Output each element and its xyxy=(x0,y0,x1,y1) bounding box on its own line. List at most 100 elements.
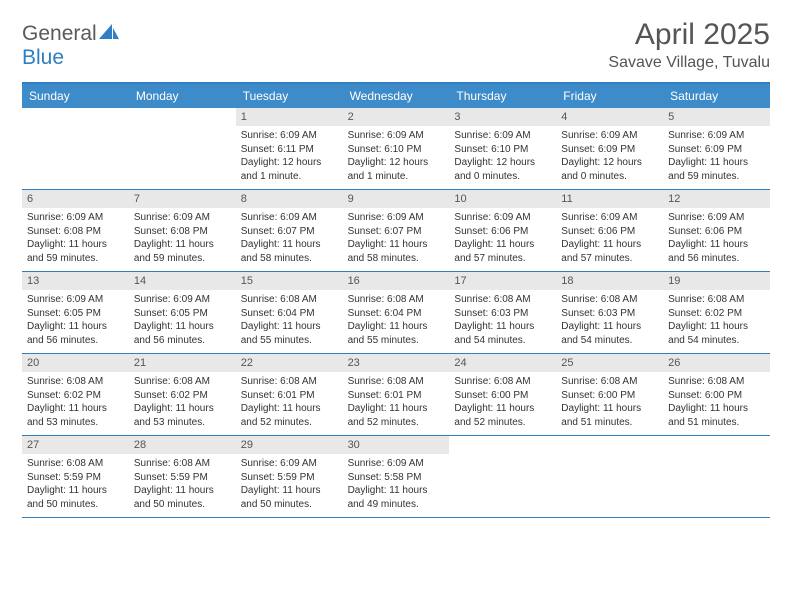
sun-info: Sunrise: 6:09 AMSunset: 6:10 PMDaylight:… xyxy=(346,129,447,183)
sun-info: Sunrise: 6:09 AMSunset: 5:59 PMDaylight:… xyxy=(239,457,340,511)
day-number: 16 xyxy=(343,272,450,290)
day-number: 12 xyxy=(663,190,770,208)
day-number: 4 xyxy=(556,108,663,126)
sun-info: Sunrise: 6:08 AMSunset: 6:02 PMDaylight:… xyxy=(666,293,767,347)
brand-logo: GeneralBlue xyxy=(22,22,119,70)
day-cell: 19Sunrise: 6:08 AMSunset: 6:02 PMDayligh… xyxy=(663,272,770,353)
day-cell: 8Sunrise: 6:09 AMSunset: 6:07 PMDaylight… xyxy=(236,190,343,271)
day-head-friday: Friday xyxy=(556,84,663,108)
sun-info: Sunrise: 6:09 AMSunset: 6:05 PMDaylight:… xyxy=(132,293,233,347)
day-number: 25 xyxy=(556,354,663,372)
sun-info: Sunrise: 6:09 AMSunset: 6:10 PMDaylight:… xyxy=(452,129,553,183)
sun-info: Sunrise: 6:08 AMSunset: 6:03 PMDaylight:… xyxy=(559,293,660,347)
day-number: 15 xyxy=(236,272,343,290)
day-cell: 23 Sunrise: 6:08 AMSunset: 6:01 PMDayligh… xyxy=(343,354,450,435)
sun-info: Sunrise: 6:09 AMSunset: 6:07 PMDaylight:… xyxy=(346,211,447,265)
day-cell: 16 Sunrise: 6:08 AMSunset: 6:04 PMDayligh… xyxy=(343,272,450,353)
day-cell: 18 Sunrise: 6:08 AMSunset: 6:03 PMDayligh… xyxy=(556,272,663,353)
brand-blue: Blue xyxy=(22,46,64,69)
sun-info: Sunrise: 6:08 AMSunset: 5:59 PMDaylight:… xyxy=(132,457,233,511)
day-cell: 3Sunrise: 6:09 AMSunset: 6:10 PMDaylight… xyxy=(449,108,556,189)
day-cell: 15Sunrise: 6:08 AMSunset: 6:04 PMDayligh… xyxy=(236,272,343,353)
day-cell: 28Sunrise: 6:08 AMSunset: 5:59 PMDayligh… xyxy=(129,436,236,517)
day-number: 23 xyxy=(343,354,450,372)
day-cell: 29 Sunrise: 6:09 AMSunset: 5:59 PMDayligh… xyxy=(236,436,343,517)
sun-info: Sunrise: 6:08 AMSunset: 6:01 PMDaylight:… xyxy=(346,375,447,429)
day-cell: 14 Sunrise: 6:09 AMSunset: 6:05 PMDayligh… xyxy=(129,272,236,353)
day-number: 1 xyxy=(236,108,343,126)
day-number: 27 xyxy=(22,436,129,454)
day-head-wednesday: Wednesday xyxy=(343,84,450,108)
day-cell: 27 Sunrise: 6:08 AMSunset: 5:59 PMDayligh… xyxy=(22,436,129,517)
calendar: Sunday Monday Tuesday Wednesday Thursday… xyxy=(22,82,770,518)
day-number: 18 xyxy=(556,272,663,290)
day-number: 26 xyxy=(663,354,770,372)
day-head-monday: Monday xyxy=(129,84,236,108)
day-number: 14 xyxy=(129,272,236,290)
day-number: 30 xyxy=(343,436,450,454)
day-number: 9 xyxy=(343,190,450,208)
sun-info: Sunrise: 6:09 AMSunset: 6:08 PMDaylight:… xyxy=(132,211,233,265)
day-number: 20 xyxy=(22,354,129,372)
week-row: 6Sunrise: 6:09 AMSunset: 6:08 PMDaylight… xyxy=(22,190,770,272)
day-number: 29 xyxy=(236,436,343,454)
day-number: 13 xyxy=(22,272,129,290)
day-cell: 20 Sunrise: 6:08 AMSunset: 6:02 PMDayligh… xyxy=(22,354,129,435)
sun-info: Sunrise: 6:08 AMSunset: 5:59 PMDaylight:… xyxy=(25,457,126,511)
sun-info: Sunrise: 6:09 AMSunset: 6:09 PMDaylight:… xyxy=(666,129,767,183)
day-cell xyxy=(556,436,663,517)
day-cell: 21 Sunrise: 6:08 AMSunset: 6:02 PMDayligh… xyxy=(129,354,236,435)
day-cell: 11 Sunrise: 6:09 AMSunset: 6:06 PMDayligh… xyxy=(556,190,663,271)
day-cell: 6Sunrise: 6:09 AMSunset: 6:08 PMDaylight… xyxy=(22,190,129,271)
calendar-page: GeneralBlue April 2025 Savave Village, T… xyxy=(0,0,792,518)
calendar-body: 1Sunrise: 6:09 AMSunset: 6:11 PMDaylight… xyxy=(22,108,770,518)
day-number: 21 xyxy=(129,354,236,372)
sun-info: Sunrise: 6:08 AMSunset: 6:00 PMDaylight:… xyxy=(666,375,767,429)
day-cell: 22Sunrise: 6:08 AMSunset: 6:01 PMDayligh… xyxy=(236,354,343,435)
sun-info: Sunrise: 6:09 AMSunset: 6:09 PMDaylight:… xyxy=(559,129,660,183)
day-cell: 2 Sunrise: 6:09 AMSunset: 6:10 PMDaylight… xyxy=(343,108,450,189)
title-block: April 2025 Savave Village, Tuvalu xyxy=(608,18,770,72)
day-cell xyxy=(129,108,236,189)
day-number: 10 xyxy=(449,190,556,208)
location: Savave Village, Tuvalu xyxy=(608,54,770,72)
sun-info: Sunrise: 6:08 AMSunset: 6:02 PMDaylight:… xyxy=(132,375,233,429)
day-cell xyxy=(663,436,770,517)
sun-info: Sunrise: 6:09 AMSunset: 6:06 PMDaylight:… xyxy=(666,211,767,265)
day-number: 5 xyxy=(663,108,770,126)
day-number: 24 xyxy=(449,354,556,372)
brand-text: GeneralBlue xyxy=(22,22,119,70)
day-cell: 10Sunrise: 6:09 AMSunset: 6:06 PMDayligh… xyxy=(449,190,556,271)
day-head-sunday: Sunday xyxy=(22,84,129,108)
day-head-thursday: Thursday xyxy=(449,84,556,108)
day-cell: 7Sunrise: 6:09 AMSunset: 6:08 PMDaylight… xyxy=(129,190,236,271)
sun-info: Sunrise: 6:08 AMSunset: 6:03 PMDaylight:… xyxy=(452,293,553,347)
day-number: 8 xyxy=(236,190,343,208)
sun-info: Sunrise: 6:09 AMSunset: 6:06 PMDaylight:… xyxy=(559,211,660,265)
sun-info: Sunrise: 6:08 AMSunset: 6:02 PMDaylight:… xyxy=(25,375,126,429)
day-cell xyxy=(449,436,556,517)
day-number: 17 xyxy=(449,272,556,290)
sun-info: Sunrise: 6:08 AMSunset: 6:00 PMDaylight:… xyxy=(559,375,660,429)
week-row: 1Sunrise: 6:09 AMSunset: 6:11 PMDaylight… xyxy=(22,108,770,190)
day-cell: 12 Sunrise: 6:09 AMSunset: 6:06 PMDayligh… xyxy=(663,190,770,271)
day-cell xyxy=(22,108,129,189)
day-cell: 25 Sunrise: 6:08 AMSunset: 6:00 PMDayligh… xyxy=(556,354,663,435)
day-cell: 5 Sunrise: 6:09 AMSunset: 6:09 PMDaylight… xyxy=(663,108,770,189)
day-number: 2 xyxy=(343,108,450,126)
week-row: 27Sunrise: 6:08 AMSunset: 5:59 PMDayligh… xyxy=(22,436,770,518)
sail-icon xyxy=(99,22,119,46)
sun-info: Sunrise: 6:08 AMSunset: 6:04 PMDaylight:… xyxy=(346,293,447,347)
day-cell: 1Sunrise: 6:09 AMSunset: 6:11 PMDaylight… xyxy=(236,108,343,189)
week-row: 13Sunrise: 6:09 AMSunset: 6:05 PMDayligh… xyxy=(22,272,770,354)
day-cell: 30 Sunrise: 6:09 AMSunset: 5:58 PMDayligh… xyxy=(343,436,450,517)
day-cell: 4 Sunrise: 6:09 AMSunset: 6:09 PMDaylight… xyxy=(556,108,663,189)
sun-info: Sunrise: 6:09 AMSunset: 5:58 PMDaylight:… xyxy=(346,457,447,511)
day-number: 6 xyxy=(22,190,129,208)
day-cell: 13 Sunrise: 6:09 AMSunset: 6:05 PMDayligh… xyxy=(22,272,129,353)
sun-info: Sunrise: 6:09 AMSunset: 6:05 PMDaylight:… xyxy=(25,293,126,347)
day-number: 11 xyxy=(556,190,663,208)
day-cell: 24Sunrise: 6:08 AMSunset: 6:00 PMDayligh… xyxy=(449,354,556,435)
day-cell: 26 Sunrise: 6:08 AMSunset: 6:00 PMDayligh… xyxy=(663,354,770,435)
sun-info: Sunrise: 6:08 AMSunset: 6:01 PMDaylight:… xyxy=(239,375,340,429)
